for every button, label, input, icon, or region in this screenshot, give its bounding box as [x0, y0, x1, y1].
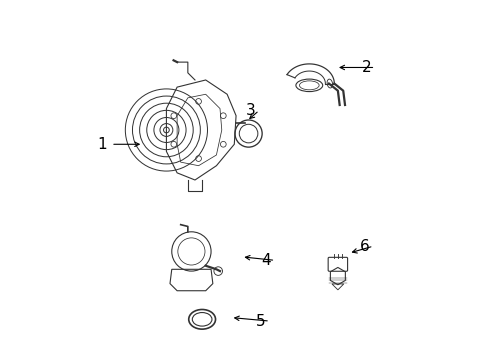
- Text: 3: 3: [245, 103, 255, 118]
- Text: 1: 1: [98, 137, 107, 152]
- Text: 2: 2: [362, 60, 371, 75]
- Text: 4: 4: [262, 253, 271, 268]
- Text: 5: 5: [256, 314, 266, 329]
- Text: 6: 6: [360, 239, 369, 253]
